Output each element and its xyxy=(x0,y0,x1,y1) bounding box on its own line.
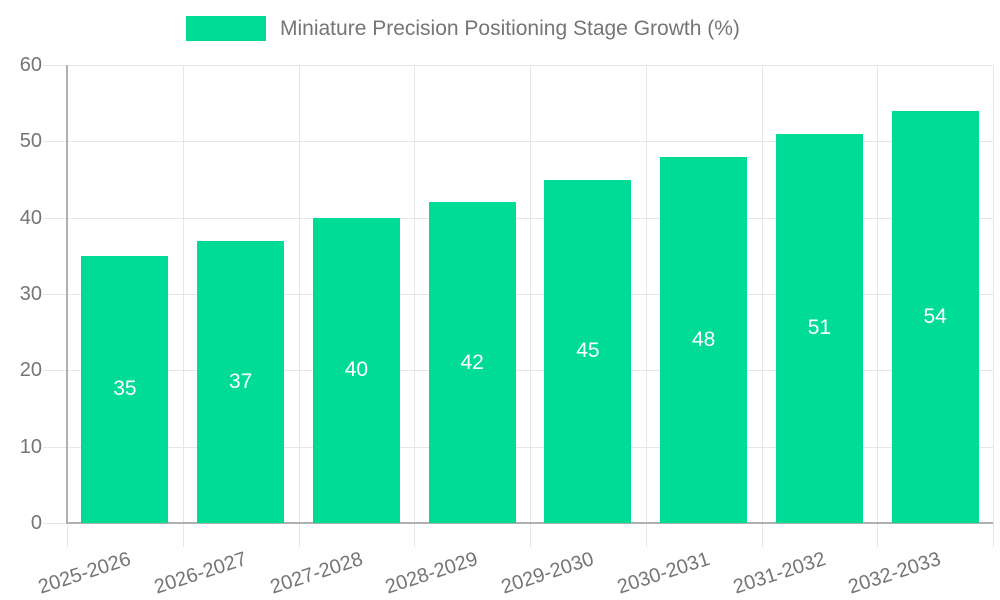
y-axis-tick-mark xyxy=(43,294,67,295)
y-axis-tick-label: 60 xyxy=(19,54,42,76)
bar-value-label: 45 xyxy=(576,339,600,363)
bar-value-label: 51 xyxy=(807,316,832,340)
x-axis-tick-mark xyxy=(993,523,994,547)
bar-value-label: 42 xyxy=(460,350,484,374)
legend-label: Miniature Precision Positioning Stage Gr… xyxy=(280,16,740,40)
y-axis-tick-mark xyxy=(43,447,67,448)
y-axis-tick-label: 20 xyxy=(19,359,42,381)
x-axis-tick-mark xyxy=(299,523,300,547)
vertical-gridline xyxy=(877,65,878,523)
x-axis-tick-label: 2027-2028 xyxy=(267,548,366,599)
vertical-gridline xyxy=(646,65,647,523)
bar-2025-2026[interactable]: 35 xyxy=(81,255,169,523)
bar-2027-2028[interactable]: 40 xyxy=(312,217,400,523)
y-axis-tick-mark xyxy=(43,218,67,219)
bar-2030-2031[interactable]: 48 xyxy=(660,156,748,523)
x-axis-tick-mark xyxy=(414,523,415,547)
bar-2026-2027[interactable]: 37 xyxy=(197,240,285,523)
bar-value-label: 54 xyxy=(923,304,947,328)
vertical-gridline xyxy=(414,65,415,523)
x-axis-tick-label: 2029-2030 xyxy=(498,548,597,599)
x-axis-tick-mark xyxy=(183,523,184,547)
y-axis-tick-label: 30 xyxy=(19,283,42,305)
y-axis-tick-label: 50 xyxy=(19,130,42,152)
x-axis-tick-label: 2032-2033 xyxy=(846,548,944,599)
x-axis-tick-label: 2026-2027 xyxy=(151,548,250,599)
vertical-gridline xyxy=(993,65,994,523)
vertical-gridline xyxy=(183,65,184,523)
y-axis-tick-mark xyxy=(43,65,67,66)
bar-value-label: 37 xyxy=(228,369,253,393)
bar-2032-2033[interactable]: 54 xyxy=(891,110,979,523)
x-axis-tick-mark xyxy=(67,523,68,547)
vertical-gridline xyxy=(530,65,531,523)
y-axis-tick-mark xyxy=(43,370,67,371)
y-axis-tick-mark xyxy=(43,523,67,524)
x-axis-tick-mark xyxy=(877,523,878,547)
x-axis-tick-label: 2031-2032 xyxy=(730,548,829,599)
vertical-gridline xyxy=(762,65,763,523)
bar-value-label: 40 xyxy=(344,358,369,382)
x-axis-line xyxy=(66,522,993,524)
bar-2029-2030[interactable]: 45 xyxy=(544,179,632,523)
x-axis-tick-label: 2030-2031 xyxy=(614,548,713,599)
y-axis-tick-label: 10 xyxy=(19,436,42,458)
x-axis-tick-mark xyxy=(762,523,763,547)
x-axis-tick-mark xyxy=(646,523,647,547)
vertical-gridline xyxy=(299,65,300,523)
x-axis-tick-label: 2028-2029 xyxy=(383,548,481,599)
legend-swatch-icon xyxy=(186,16,266,41)
x-axis-tick-label: 2025-2026 xyxy=(35,548,134,599)
bar-value-label: 48 xyxy=(691,327,716,351)
y-axis-tick-label: 0 xyxy=(30,512,42,534)
bar-value-label: 35 xyxy=(113,377,137,401)
y-axis-tick-mark xyxy=(43,141,67,142)
y-axis-line xyxy=(66,65,68,523)
legend-item[interactable]: Miniature Precision Positioning Stage Gr… xyxy=(186,16,740,41)
bar-2028-2029[interactable]: 42 xyxy=(428,202,516,523)
y-axis-tick-label: 40 xyxy=(19,207,42,229)
bar-2031-2032[interactable]: 51 xyxy=(775,133,863,523)
x-axis-tick-mark xyxy=(530,523,531,547)
